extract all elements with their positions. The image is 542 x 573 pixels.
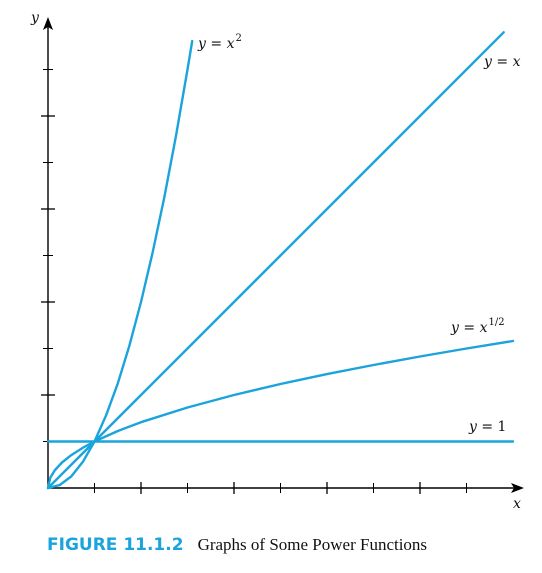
series-label-1: y = x: [483, 54, 521, 70]
series-line-3: [46, 339, 515, 490]
axes: x y: [30, 10, 524, 512]
figure-caption: FIGURE 11.1.2 Graphs of Some Power Functi…: [47, 535, 427, 555]
axis-ticks: [41, 69, 467, 494]
x-axis-label: x: [513, 496, 521, 512]
y-axis-arrow-icon: [43, 17, 53, 30]
series-line-1: [46, 31, 505, 490]
series-label-3: y = x1/2: [450, 317, 505, 336]
y-axis-label: y: [30, 10, 40, 26]
curve-labels: y = 1 y = x y = x2 y = x1/2: [197, 33, 521, 435]
power-functions-chart: x y y = 1 y = x y = x2 y = x1/2: [30, 10, 524, 512]
series-label-2: y = x2: [197, 33, 242, 52]
caption-text: Graphs of Some Power Functions: [197, 535, 428, 554]
series-label-0: y = 1: [468, 419, 506, 435]
figure-label: FIGURE 11.1.2: [47, 535, 184, 555]
curves: [46, 31, 515, 490]
series-line-2: [46, 39, 194, 490]
x-axis-arrow-icon: [511, 483, 524, 493]
